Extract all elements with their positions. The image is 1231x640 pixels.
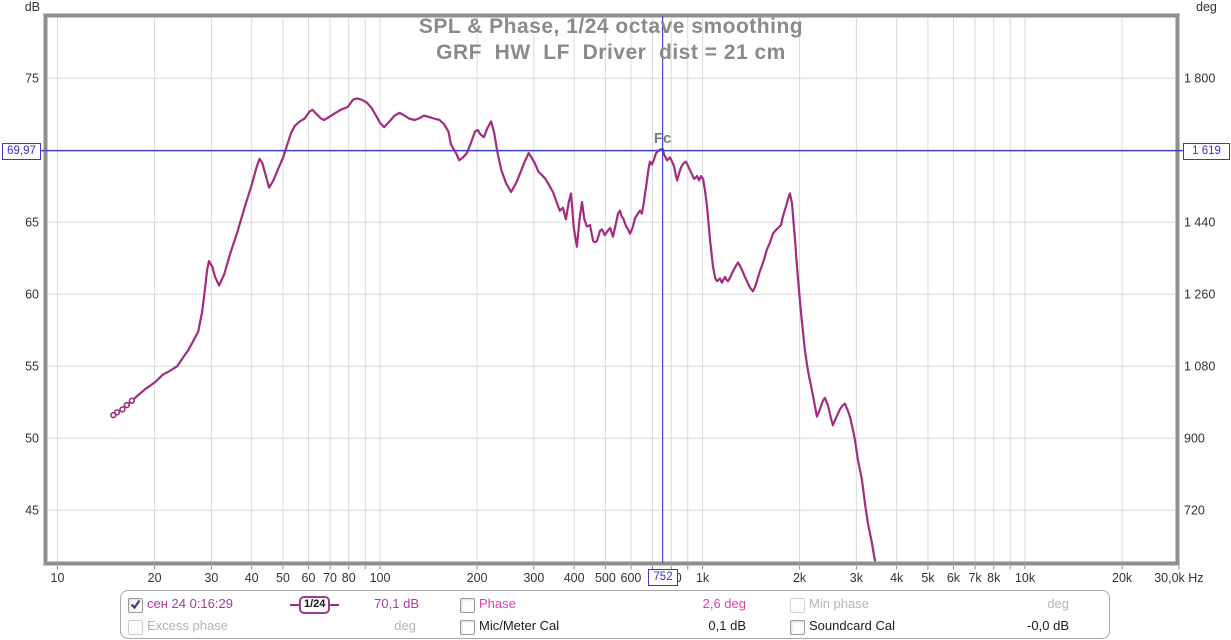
x-axis-tick-label: 500 — [595, 571, 616, 585]
y-axis-tick-label: 75 — [25, 72, 39, 86]
x-axis-tick-label: 50 — [276, 571, 290, 585]
deg-axis-tick-label: 1 080 — [1184, 360, 1215, 374]
fc-marker-label: Fc — [654, 130, 672, 147]
right-axis-unit-label: deg — [1196, 0, 1217, 14]
x-axis-tick-label: 10 — [51, 571, 65, 585]
x-axis-tick-label: 2k — [793, 571, 807, 585]
data-point-marker — [113, 409, 121, 416]
x-axis-tick-label: 70 — [323, 571, 337, 585]
x-axis-tick-label: 600 — [621, 571, 642, 585]
data-point-marker — [128, 397, 136, 404]
x-axis-tick-label: 60 — [302, 571, 316, 585]
x-axis-tick-label: 40 — [245, 571, 259, 585]
plot-border — [44, 14, 1179, 565]
x-axis-tick-label: 200 — [467, 571, 488, 585]
min-phase-value: deg — [1047, 596, 1069, 611]
x-axis-tick-label: 20 — [148, 571, 162, 585]
x-axis-tick-label: 7k — [968, 571, 982, 585]
spl-chart-plot-area[interactable]: dB deg 75 70 65 60 55 50 45 1 800 1 440 1 260 1 080 9… — [0, 0, 1231, 590]
measurement-spl-value: 70,1 dB — [374, 596, 419, 611]
y-axis-tick-label: 50 — [25, 432, 39, 446]
phase-value: 2,6 deg — [702, 596, 746, 611]
deg-axis-tick-label: 1 260 — [1184, 288, 1215, 302]
mic-meter-cal-label: Mic/Meter Cal — [479, 618, 560, 633]
x-axis-tick-label: 10k — [1015, 571, 1036, 585]
data-point-marker — [119, 406, 126, 413]
soundcard-cal-checkbox[interactable] — [790, 620, 805, 635]
data-point-marker — [123, 401, 130, 409]
deg-axis-tick-label: 720 — [1184, 504, 1205, 518]
x-axis-tick-label: 5k — [921, 571, 935, 585]
measurement-label: сен 24 0:16:29 — [147, 596, 233, 611]
excess-phase-value: deg — [394, 618, 416, 633]
phase-checkbox[interactable] — [460, 598, 475, 613]
soundcard-cal-label: Soundcard Cal — [809, 618, 895, 633]
y-axis-tick-label: 60 — [25, 288, 39, 302]
cursor-freq-readout: 752 — [648, 569, 678, 586]
x-axis-tick-label: 30 — [204, 571, 218, 585]
x-axis-tick-label: 300 — [523, 571, 544, 585]
series-line-sample — [330, 604, 340, 606]
x-axis-tick-label: 20k — [1112, 571, 1133, 585]
mic-meter-cal-checkbox[interactable] — [460, 620, 475, 635]
legend-panel: сен 24 0:16:29 1/24 70,1 dB Phase 2,6 de… — [120, 590, 1110, 639]
y-axis-tick-label: 55 — [25, 360, 39, 374]
cursor-db-readout: 69,97 — [2, 143, 41, 160]
deg-axis-tick-label: 900 — [1184, 432, 1205, 446]
cursor-deg-readout: 1 619 — [1183, 143, 1230, 160]
excess-phase-checkbox[interactable] — [128, 620, 143, 635]
x-axis-tick-label: 400 — [564, 571, 585, 585]
soundcard-cal-value: -0,0 dB — [1027, 618, 1069, 633]
spl-curve — [112, 97, 877, 562]
left-axis-unit-label: dB — [25, 0, 40, 14]
x-axis-tick-label: 4k — [890, 571, 904, 585]
y-axis-tick-label: 65 — [25, 216, 39, 230]
y-axis-tick-label: 45 — [25, 504, 39, 518]
x-axis-tick-label: 30,0k Hz — [1154, 571, 1203, 585]
x-axis-tick-label: 80 — [342, 571, 356, 585]
chart-title: SPL & Phase, 1/24 octave smoothing — [418, 15, 804, 38]
measurement-checkbox[interactable] — [128, 598, 143, 613]
excess-phase-label: Excess phase — [147, 618, 228, 633]
deg-axis-tick-label: 1 800 — [1184, 72, 1215, 86]
smoothing-badge[interactable]: 1/24 — [290, 596, 340, 614]
min-phase-label: Min phase — [809, 596, 869, 611]
mic-meter-cal-value: 0,1 dB — [708, 618, 746, 633]
x-axis-tick-label: 100 — [370, 571, 391, 585]
phase-label: Phase — [479, 596, 516, 611]
series-line-sample — [290, 604, 299, 606]
chart-subtitle: GRF HW LF Driver dist = 21 cm — [436, 41, 786, 64]
deg-axis-tick-label: 1 440 — [1184, 216, 1215, 230]
x-axis-tick-label: 6k — [947, 571, 961, 585]
checkmark-icon — [130, 599, 141, 610]
plot-border-bevel — [43, 13, 1180, 566]
x-axis-tick-label: 1k — [696, 571, 710, 585]
x-axis-tick-label: 8k — [987, 571, 1001, 585]
x-axis-tick-label: 3k — [850, 571, 864, 585]
min-phase-checkbox[interactable] — [790, 598, 805, 613]
